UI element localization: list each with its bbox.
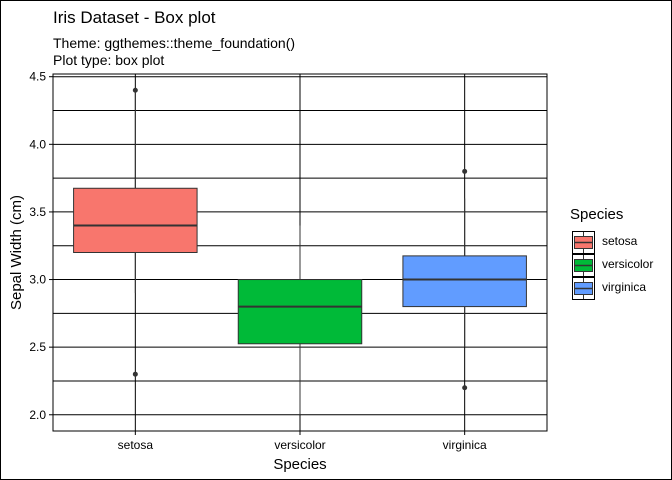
legend-label: setosa — [602, 234, 638, 248]
legend-label: versicolor — [602, 257, 654, 271]
box-versicolor — [237, 279, 363, 345]
y-tick-label: 3.0 — [29, 273, 46, 287]
y-tick-label: 4.0 — [29, 137, 46, 151]
y-tick-label: 2.0 — [29, 408, 46, 422]
chart-subtitle-plot-type: Plot type: box plot — [53, 52, 165, 68]
legend-key — [572, 254, 595, 277]
legend-item-setosa: setosa — [572, 231, 672, 254]
legend-title: Species — [570, 206, 624, 223]
legend-item-versicolor: versicolor — [572, 254, 672, 277]
outlier-point — [132, 87, 138, 93]
chart-subtitle-theme: Theme: ggthemes::theme_foundation() — [53, 35, 296, 51]
x-tick-label: virginica — [443, 438, 487, 452]
y-tick-label: 2.5 — [29, 340, 46, 354]
y-tick-label: 4.5 — [29, 70, 46, 84]
chart-title: Iris Dataset - Box plot — [53, 8, 216, 27]
x-tick-label: versicolor — [274, 438, 325, 452]
x-tick-label: setosa — [118, 438, 154, 452]
outlier-point — [462, 385, 468, 391]
legend-key — [572, 277, 595, 300]
box-virginica — [402, 255, 527, 308]
box-setosa — [73, 187, 198, 253]
legend-item-virginica: virginica — [572, 277, 672, 300]
legend-label: virginica — [602, 280, 647, 294]
legend-key — [572, 231, 595, 254]
y-axis-title: Sepal Width (cm) — [8, 195, 25, 310]
y-tick-label: 3.5 — [29, 205, 46, 219]
outlier-point — [462, 168, 468, 174]
x-axis-title: Species — [273, 456, 326, 473]
outlier-point — [132, 371, 138, 377]
